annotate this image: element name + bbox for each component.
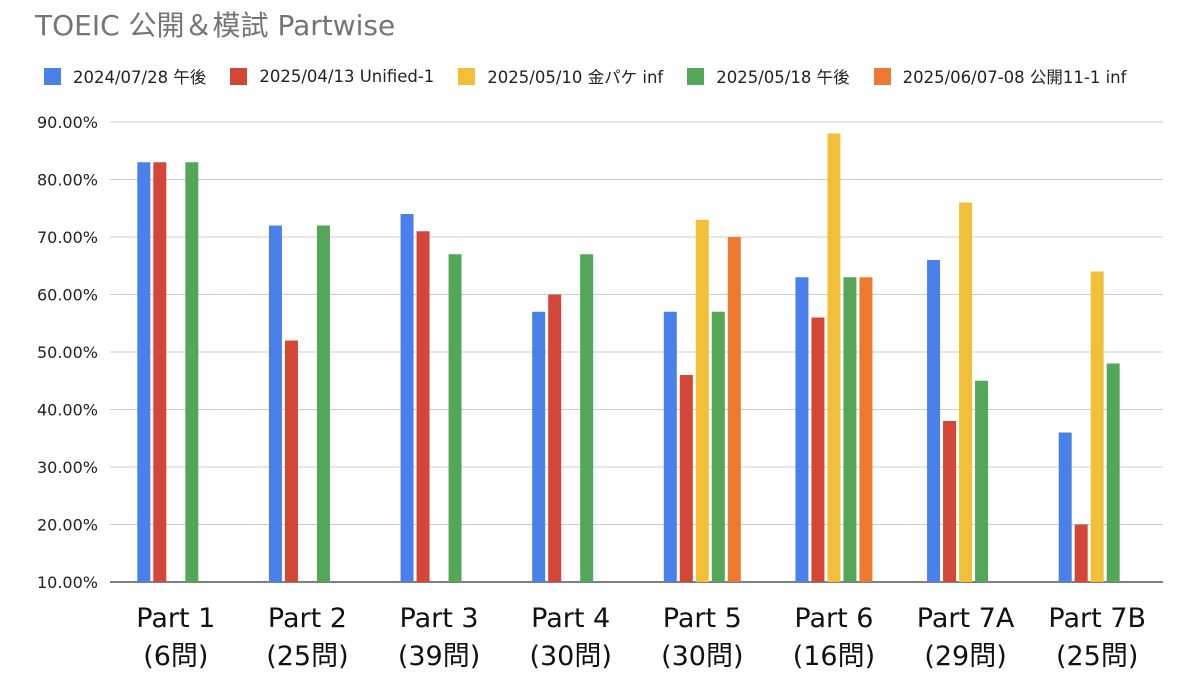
- bar: [1090, 271, 1104, 582]
- bar: [416, 231, 430, 582]
- bar: [695, 219, 709, 582]
- legend-item-2: 2025/04/13 Unified-1: [230, 67, 434, 86]
- legend-swatch: [44, 67, 61, 85]
- bar: [548, 294, 562, 582]
- bar: [268, 225, 282, 582]
- bar: [316, 225, 330, 582]
- legend-item-4: 2025/05/18 午後: [687, 64, 850, 88]
- bar: [943, 421, 957, 582]
- x-tick-sublabel: (30問): [661, 641, 743, 672]
- bar: [795, 277, 809, 582]
- x-tick-label: Part 4: [531, 603, 610, 634]
- bar: [827, 133, 841, 582]
- x-tick-sublabel: (16問): [793, 641, 875, 672]
- x-tick-sublabel: (25問): [1056, 641, 1138, 672]
- x-tick-label: Part 6: [794, 603, 873, 634]
- legend: 2024/07/28 午後 2025/04/13 Unified-1 2025/05…: [44, 64, 1150, 88]
- legend-label: 2024/07/28 午後: [73, 68, 207, 87]
- x-tick-sublabel: (29問): [924, 641, 1006, 672]
- legend-label: 2025/04/13 Unified-1: [259, 66, 435, 86]
- bar: [959, 202, 973, 582]
- bar: [448, 254, 462, 582]
- x-tick-label: Part 2: [268, 603, 347, 634]
- bar: [679, 375, 693, 582]
- bar: [580, 254, 594, 582]
- legend-label: 2025/05/18 午後: [716, 68, 850, 87]
- x-tick-label: Part 3: [400, 603, 479, 634]
- legend-swatch: [230, 67, 248, 85]
- bar: [1058, 432, 1072, 582]
- legend-item-1: 2024/07/28 午後: [44, 64, 206, 88]
- bar: [663, 311, 677, 582]
- bar: [532, 311, 546, 582]
- y-tick-label: 20.00%: [37, 516, 98, 535]
- y-tick-label: 10.00%: [37, 573, 98, 592]
- bar: [1074, 524, 1088, 582]
- y-tick-label: 90.00%: [37, 113, 98, 132]
- chart-title: TOEIC 公開＆模試 Partwise: [35, 9, 396, 42]
- y-tick-label: 50.00%: [37, 343, 98, 362]
- y-tick-label: 60.00%: [37, 286, 98, 305]
- bar: [975, 380, 989, 582]
- bar: [811, 317, 825, 582]
- bar: [400, 214, 414, 582]
- bar: [711, 311, 725, 582]
- x-tick-label: Part 7B: [1048, 603, 1146, 634]
- bar: [153, 162, 167, 582]
- bar: [1106, 363, 1120, 582]
- bar: [859, 277, 873, 582]
- bar: [843, 277, 857, 582]
- bar: [185, 162, 199, 582]
- bar: [284, 340, 298, 582]
- x-tick-sublabel: (25問): [266, 641, 348, 672]
- legend-item-5: 2025/06/07-08 公開11-1 inf: [873, 64, 1127, 88]
- x-tick-sublabel: (6問): [143, 641, 208, 672]
- legend-label: 2025/06/07-08 公開11-1 inf: [902, 68, 1127, 87]
- y-tick-label: 80.00%: [37, 171, 98, 190]
- x-tick-label: Part 5: [663, 603, 742, 634]
- bar: [927, 260, 941, 582]
- x-tick-sublabel: (30問): [529, 641, 611, 672]
- y-tick-label: 30.00%: [37, 458, 98, 477]
- legend-swatch: [873, 67, 891, 85]
- legend-swatch: [458, 67, 476, 85]
- x-tick-sublabel: (39問): [398, 641, 480, 672]
- bar: [727, 237, 741, 582]
- legend-swatch: [687, 67, 705, 85]
- bar: [137, 162, 151, 582]
- y-tick-label: 70.00%: [37, 228, 98, 247]
- legend-label: 2025/05/10 金パケ inf: [487, 68, 664, 87]
- legend-item-3: 2025/05/10 金パケ inf: [458, 64, 663, 88]
- x-tick-label: Part 7A: [917, 603, 1015, 634]
- y-tick-label: 40.00%: [37, 401, 98, 420]
- x-tick-label: Part 1: [136, 603, 215, 634]
